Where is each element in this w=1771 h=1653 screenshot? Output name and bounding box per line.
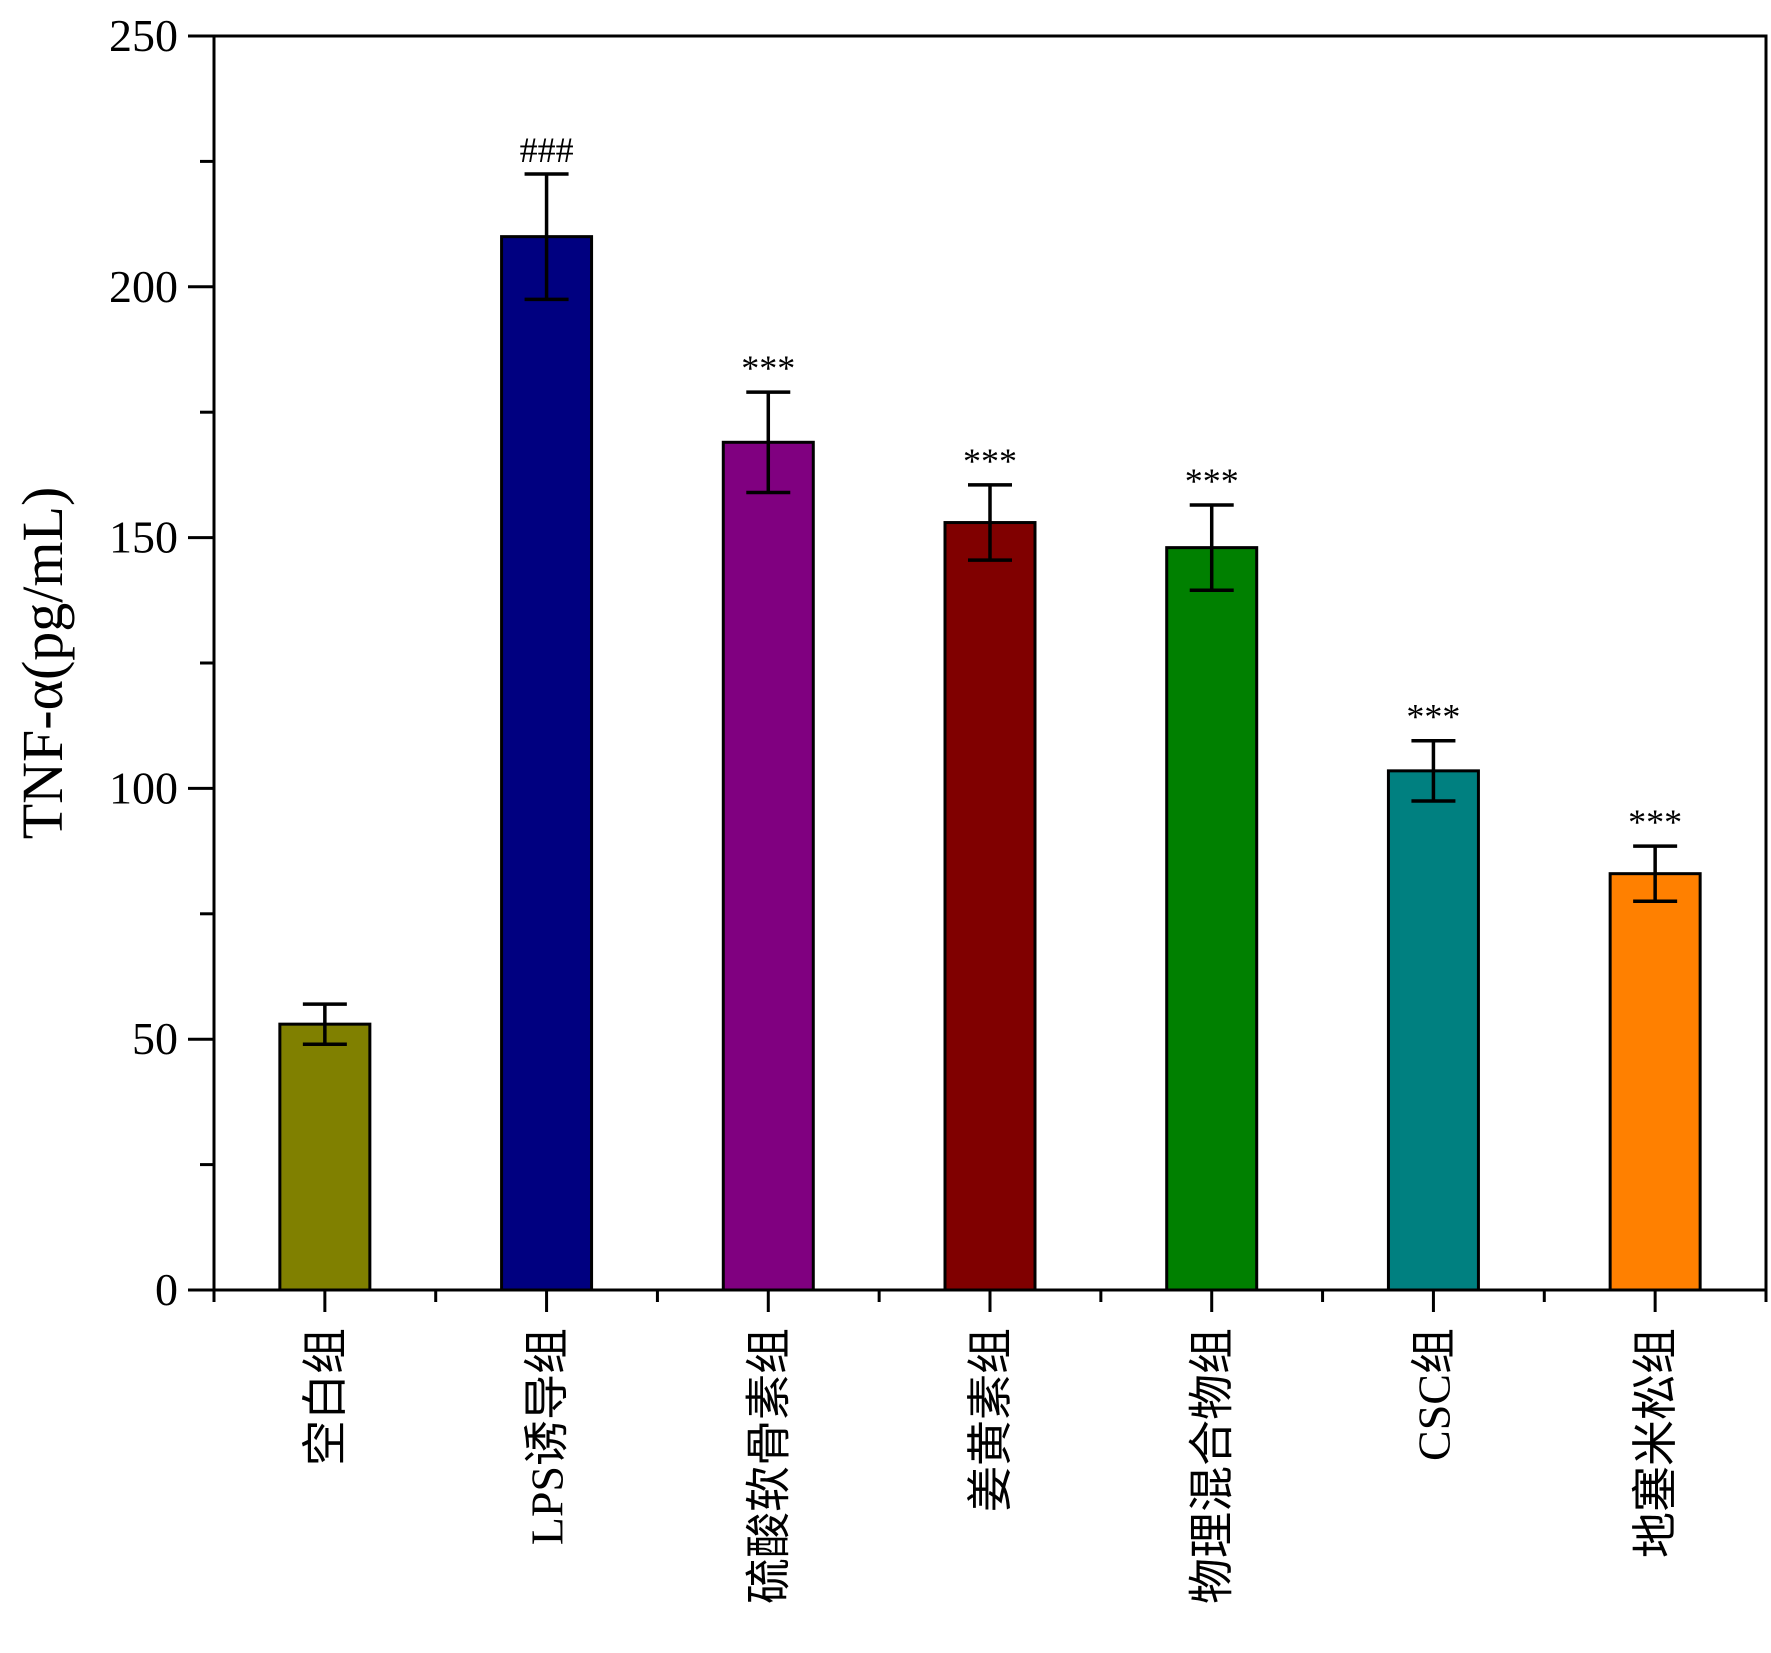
- y-tick-label: 0: [155, 1264, 178, 1315]
- y-tick-label: 200: [109, 261, 178, 312]
- significance-label: ***: [741, 348, 795, 388]
- x-category-label: 姜黄素组: [965, 1328, 1016, 1512]
- x-category-label: LPS诱导组: [522, 1328, 573, 1545]
- significance-label: ###: [520, 130, 574, 170]
- x-category-label: 空白组: [300, 1328, 351, 1466]
- x-category-label: 地塞米松组: [1630, 1328, 1681, 1558]
- bar: [943, 521, 1037, 1292]
- bar: [721, 440, 815, 1292]
- bar: [1608, 872, 1702, 1292]
- x-category-label: 硫酸软骨素组: [743, 1328, 794, 1604]
- significance-label: ***: [1185, 461, 1239, 501]
- bar: [278, 1022, 372, 1292]
- bars: [278, 172, 1702, 1292]
- labels: 0 50 100 150 200 250 空白组 ### LPS诱导组 *** 硫酸软骨素组 *** 姜…: [10, 10, 1682, 1604]
- y-tick-label: 50: [132, 1013, 178, 1064]
- significance-label: ***: [1628, 802, 1682, 842]
- bar: [500, 235, 594, 1292]
- x-category-label: 物理混合物组: [1187, 1328, 1238, 1604]
- y-tick-label: 250: [109, 10, 178, 61]
- significance-label: ***: [1406, 697, 1460, 737]
- bar: [1386, 769, 1480, 1292]
- x-category-label: CSC组: [1408, 1328, 1459, 1461]
- bar: [1165, 546, 1259, 1292]
- significance-label: ***: [963, 441, 1017, 481]
- y-tick-label: 100: [109, 762, 178, 813]
- y-axis-title: TNF-α(pg/mL): [10, 487, 75, 840]
- y-tick-label: 150: [109, 512, 178, 563]
